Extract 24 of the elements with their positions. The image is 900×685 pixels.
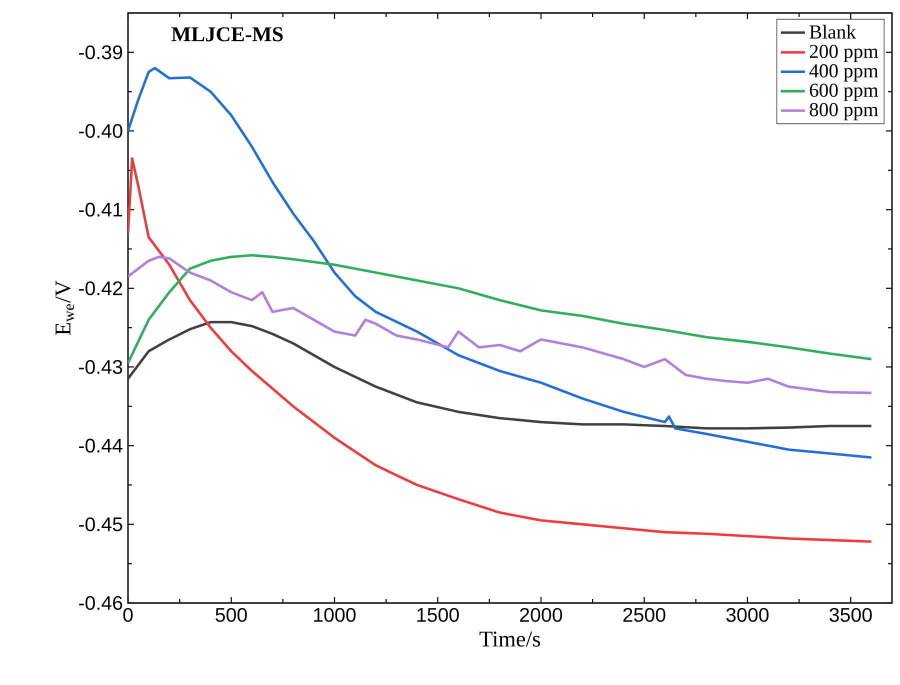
legend-label: 800 ppm [810,103,878,120]
y-tick-label: -0.46 [79,596,122,610]
x-tick-label: 500 [216,608,247,622]
y-tick-label: -0.45 [79,517,122,532]
x-tick-label: 2500 [623,608,666,622]
x-tick-label: 1500 [417,608,459,622]
y-tick-label: -0.41 [79,202,122,217]
x-tick-label: 3000 [726,608,769,622]
legend-label: 600 ppm [810,84,878,101]
x-tick-label: 3500 [830,608,872,622]
legend-label: Blank [810,24,856,39]
y-tick-label: -0.42 [79,281,122,296]
y-axis-title: E$_{we}$/V [56,280,74,335]
x-tick-label: 0 [123,608,133,622]
y-tick-label: -0.44 [79,438,122,453]
y-tick-label: -0.43 [79,360,122,374]
x-tick-label: 1000 [314,608,356,622]
x-tick-label: 2000 [520,608,562,622]
x-axis-title: Time/s [480,632,540,647]
y-tick-label: -0.40 [79,124,122,138]
y-tick-label: -0.39 [79,45,122,60]
legend-label: 200 ppm [810,44,878,62]
legend-label: 400 ppm [809,64,878,82]
text: MLJCE-MS [172,27,283,42]
